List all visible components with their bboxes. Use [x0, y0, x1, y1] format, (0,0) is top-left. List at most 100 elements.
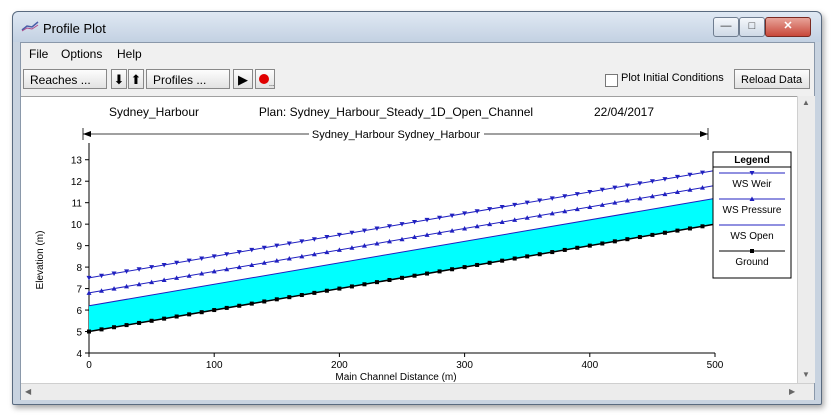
- ws-weir-marker: [199, 256, 205, 262]
- ws-weir-marker: [462, 211, 468, 216]
- ws-weir-marker: [299, 239, 305, 244]
- ground-marker: [249, 301, 254, 306]
- ws-weir-marker: [512, 202, 518, 208]
- chart-header-date: 22/04/2017: [594, 105, 654, 119]
- ground-marker: [174, 314, 179, 319]
- down-arrow-button[interactable]: ⬇: [111, 69, 127, 89]
- ws-pressure-marker: [86, 290, 92, 295]
- ground-marker: [537, 252, 542, 257]
- ws-weir-marker: [86, 275, 92, 281]
- ground-marker: [274, 297, 279, 302]
- x-tick-label: 400: [581, 360, 598, 371]
- ground-marker: [112, 325, 117, 330]
- ground-marker: [374, 280, 379, 285]
- ws-pressure-marker: [574, 206, 580, 212]
- title-bar[interactable]: Profile Plot — □ ✕: [13, 12, 821, 42]
- close-icon: ✕: [783, 20, 793, 32]
- x-tick-label: 100: [206, 360, 223, 371]
- ws-pressure-marker: [324, 249, 330, 255]
- ws-pressure-marker: [512, 217, 518, 222]
- vertical-scrollbar[interactable]: ▲ ▼: [797, 96, 815, 383]
- ground-marker: [199, 310, 204, 315]
- chart-header-project: Sydney_Harbour: [109, 105, 199, 119]
- ground-marker: [387, 277, 392, 282]
- ws-weir-marker: [361, 228, 367, 234]
- ws-pressure-marker: [412, 234, 418, 240]
- reaches-button[interactable]: Reaches ...: [23, 69, 107, 89]
- ws-weir-marker: [412, 220, 418, 225]
- ground-marker: [662, 230, 667, 235]
- ws-pressure-marker: [311, 251, 317, 257]
- ground-marker: [412, 273, 417, 278]
- legend: Legend WS Weir WS Pressure WS Open Ground: [712, 151, 792, 279]
- legend-marker: [750, 249, 754, 253]
- ws-pressure-marker: [386, 238, 392, 244]
- ws-weir-marker: [349, 230, 355, 236]
- menu-file[interactable]: File: [29, 47, 49, 61]
- y-axis-label: Elevation (m): [35, 231, 46, 290]
- minimize-button[interactable]: —: [713, 17, 739, 37]
- ground-marker: [224, 305, 229, 310]
- ground-marker: [550, 250, 555, 255]
- x-axis-label: Main Channel Distance (m): [335, 372, 456, 383]
- ws-weir-marker: [549, 196, 555, 201]
- ws-pressure-marker: [549, 210, 555, 216]
- water-fill: [89, 198, 715, 332]
- scroll-left-icon[interactable]: ◀: [25, 387, 32, 396]
- ws-weir-marker: [499, 204, 505, 210]
- menu-bar: File Options Help: [21, 43, 814, 65]
- ground-marker: [312, 290, 317, 295]
- ws-pressure-marker: [399, 236, 405, 242]
- ws-weir-marker: [437, 215, 443, 221]
- legend-entry-label: WS Weir: [732, 179, 772, 190]
- ground-marker: [625, 237, 630, 242]
- y-tick-label: 7: [76, 285, 82, 296]
- ws-pressure-marker: [249, 262, 255, 267]
- window-title: Profile Plot: [43, 21, 106, 36]
- animate-button[interactable]: ▶: [233, 69, 253, 89]
- series-line-ws-open: [88, 197, 716, 307]
- ws-pressure-marker: [286, 256, 292, 261]
- ws-weir-marker: [261, 245, 267, 251]
- ws-pressure-marker: [487, 221, 493, 227]
- scroll-right-icon[interactable]: ▶: [789, 387, 796, 396]
- ws-weir-marker: [236, 250, 242, 255]
- scroll-down-icon[interactable]: ▼: [802, 370, 810, 379]
- legend-marker: [749, 196, 755, 201]
- horizontal-scrollbar[interactable]: ◀ ▶: [21, 383, 814, 400]
- ws-weir-marker: [587, 189, 593, 195]
- ws-weir-marker: [524, 200, 530, 206]
- ws-weir-marker: [99, 273, 105, 279]
- menu-options[interactable]: Options: [61, 47, 103, 61]
- ground-marker: [500, 258, 505, 263]
- ground-marker: [425, 271, 430, 276]
- ws-pressure-marker: [612, 200, 618, 205]
- menu-help[interactable]: Help: [117, 47, 142, 61]
- ws-pressure-marker: [499, 219, 505, 225]
- ground-marker: [687, 226, 692, 231]
- ws-weir-marker: [599, 187, 605, 193]
- x-tick-label: 200: [331, 360, 348, 371]
- reload-data-button[interactable]: Reload Data: [734, 69, 810, 89]
- ws-weir-marker: [424, 217, 430, 223]
- ground-marker: [287, 295, 292, 300]
- ws-pressure-marker: [424, 232, 430, 237]
- ws-weir-marker: [649, 179, 655, 184]
- ws-pressure-marker: [136, 281, 142, 287]
- plot-initial-conditions-checkbox[interactable]: [605, 74, 618, 87]
- plot-area[interactable]: Sydney_Harbour Plan: Sydney_Harbour_Stea…: [21, 96, 797, 384]
- maximize-button[interactable]: □: [739, 17, 765, 37]
- ground-marker: [562, 247, 567, 252]
- ground-marker: [87, 329, 91, 334]
- record-button[interactable]: ...: [255, 69, 275, 89]
- ground-marker: [262, 299, 267, 304]
- ws-weir-marker: [286, 241, 292, 246]
- ws-weir-marker: [624, 183, 630, 189]
- ground-marker: [324, 288, 329, 293]
- scroll-up-icon[interactable]: ▲: [802, 98, 810, 107]
- ws-pressure-marker: [124, 283, 130, 289]
- ws-weir-marker: [374, 226, 380, 231]
- profiles-button[interactable]: Profiles ...: [146, 69, 230, 89]
- up-arrow-button[interactable]: ⬆: [128, 69, 144, 89]
- close-button[interactable]: ✕: [765, 17, 811, 37]
